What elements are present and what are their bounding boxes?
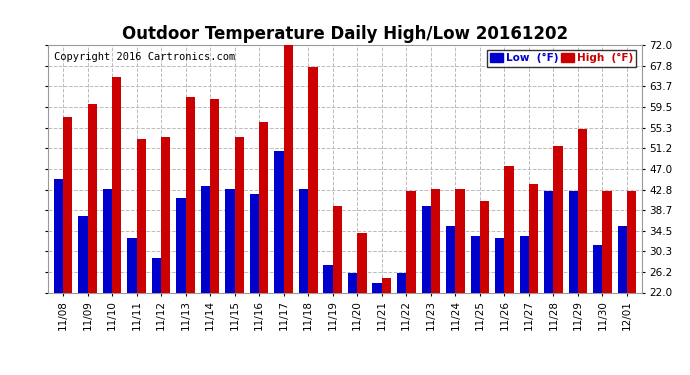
Bar xyxy=(422,206,431,292)
Bar xyxy=(201,186,210,292)
Bar xyxy=(112,77,121,292)
Bar xyxy=(480,201,489,292)
Bar xyxy=(63,117,72,292)
Bar xyxy=(127,238,137,292)
Bar xyxy=(250,194,259,292)
Bar xyxy=(382,278,391,292)
Bar xyxy=(544,191,553,292)
Bar xyxy=(357,233,366,292)
Bar xyxy=(299,189,308,292)
Bar xyxy=(602,191,612,292)
Bar xyxy=(259,122,268,292)
Bar xyxy=(333,206,342,292)
Bar xyxy=(78,216,88,292)
Bar xyxy=(529,184,538,292)
Bar xyxy=(284,45,293,292)
Bar xyxy=(618,226,627,292)
Bar xyxy=(406,191,415,292)
Bar xyxy=(177,198,186,292)
Bar xyxy=(471,236,480,292)
Bar xyxy=(578,129,587,292)
Bar xyxy=(431,189,440,292)
Bar xyxy=(495,238,504,292)
Bar xyxy=(161,136,170,292)
Bar xyxy=(627,191,636,292)
Legend: Low  (°F), High  (°F): Low (°F), High (°F) xyxy=(487,50,636,66)
Title: Outdoor Temperature Daily High/Low 20161202: Outdoor Temperature Daily High/Low 20161… xyxy=(122,26,568,44)
Bar xyxy=(504,166,513,292)
Bar xyxy=(210,99,219,292)
Bar xyxy=(446,226,455,292)
Bar xyxy=(275,152,284,292)
Bar xyxy=(226,189,235,292)
Bar xyxy=(186,97,195,292)
Bar xyxy=(455,189,464,292)
Text: Copyright 2016 Cartronics.com: Copyright 2016 Cartronics.com xyxy=(55,53,235,62)
Bar xyxy=(593,246,602,292)
Bar xyxy=(103,189,112,292)
Bar xyxy=(137,139,146,292)
Bar xyxy=(397,273,406,292)
Bar xyxy=(569,191,578,292)
Bar xyxy=(54,178,63,292)
Bar xyxy=(235,136,244,292)
Bar xyxy=(373,283,382,292)
Bar xyxy=(520,236,529,292)
Bar xyxy=(324,265,333,292)
Bar xyxy=(308,67,317,292)
Bar xyxy=(553,147,563,292)
Bar xyxy=(152,258,161,292)
Bar xyxy=(88,104,97,292)
Bar xyxy=(348,273,357,292)
